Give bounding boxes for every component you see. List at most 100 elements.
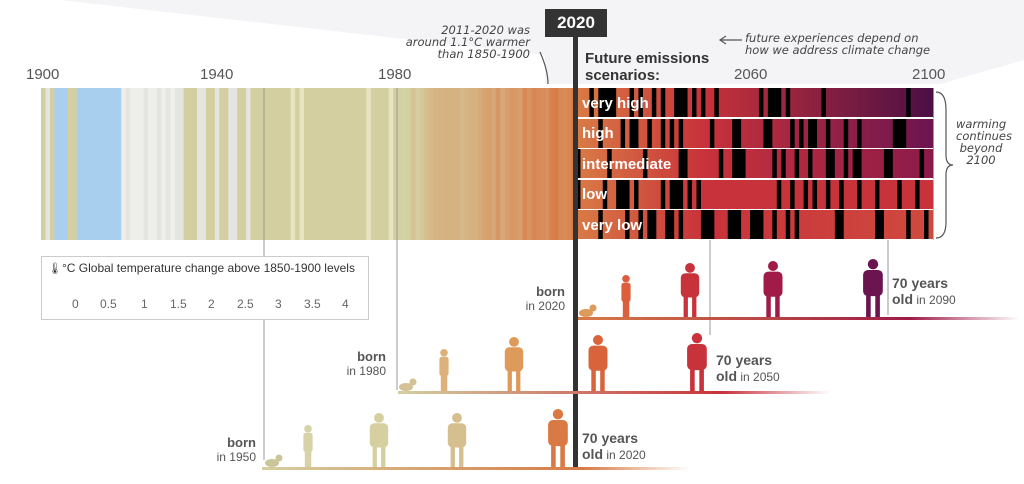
scenario-stripe-intermediate-72 [897, 149, 903, 179]
scenario-stripe-very-low-43 [767, 210, 773, 240]
scenario-stripe-high-37 [741, 119, 747, 149]
adult-1980-leg-right [516, 366, 521, 391]
stripe-1913 [98, 88, 105, 240]
scenario-stripe-very-low-11 [625, 210, 631, 240]
scenario-stripe-low-59 [839, 180, 845, 210]
adult-1980-leg-left [507, 366, 512, 391]
scenario-stripe-very-low-1 [580, 210, 586, 240]
scenario-stripe-very-high-79 [928, 88, 934, 118]
elder-1980-leg-left [690, 364, 695, 391]
scenario-stripe-low-17 [651, 180, 657, 210]
scenario-stripe-high-32 [718, 119, 724, 149]
scenario-stripe-very-high-37 [741, 88, 747, 118]
born-2020-label: born in 2020 [521, 285, 565, 314]
scenario-stripe-low-60 [843, 180, 849, 210]
scenario-stripe-very-low-9 [616, 210, 622, 240]
scenario-stripe-intermediate-23 [678, 149, 684, 179]
scenario-stripe-low-56 [825, 180, 831, 210]
scenario-stripe-high-40 [754, 119, 760, 149]
scenario-stripe-very-low-64 [861, 210, 867, 240]
stripe-1905 [63, 88, 69, 240]
elder-1950-leg-right [560, 440, 565, 467]
stripe-2008 [522, 88, 528, 240]
scenario-stripe-very-high-49 [794, 88, 800, 118]
scenario-stripe-high-50 [799, 119, 805, 149]
elder-2020-leg-right [875, 290, 880, 317]
age-2090-old: old [892, 291, 913, 307]
stripe-1991 [446, 88, 452, 240]
scenario-stripe-very-low-16 [647, 210, 653, 240]
scenario-stripe-intermediate-13 [634, 149, 639, 179]
right-note-line2: continues [956, 129, 1012, 143]
stripe-1985 [419, 88, 426, 240]
scenario-stripe-very-low-66 [870, 210, 876, 240]
scenario-stripe-high-52 [808, 119, 814, 149]
scenario-stripe-high-33 [723, 119, 729, 149]
scenario-stripe-very-low-63 [857, 210, 863, 240]
middle-age-1950-body [447, 423, 467, 448]
scenario-stripe-intermediate-73 [901, 149, 907, 179]
stripe-1914 [103, 88, 109, 240]
scenario-stripe-intermediate-28 [700, 149, 706, 179]
scenario-stripe-high-72 [897, 119, 903, 149]
scenario-stripe-high-39 [750, 119, 755, 149]
elder-2020-head [867, 259, 879, 270]
scenario-stripe-very-high-55 [821, 88, 827, 118]
scenario-stripe-high-34 [727, 119, 733, 149]
stripe-1950 [263, 88, 269, 240]
scenario-stripe-very-low-31 [714, 210, 720, 240]
scenario-stripe-very-low-39 [750, 210, 755, 240]
scenario-stripe-very-high-4 [593, 88, 599, 118]
scenario-stripe-very-high-57 [830, 88, 836, 118]
scenario-stripe-intermediate-61 [848, 149, 854, 179]
scenario-stripe-low-53 [812, 180, 818, 210]
stripe-1953 [277, 88, 283, 240]
axis-year-1980: 1980 [378, 66, 412, 83]
stripe-1923 [143, 88, 149, 240]
stripe-1948 [255, 88, 261, 240]
scenario-stripe-very-low-22 [674, 210, 680, 240]
scenario-stripe-low-45 [776, 180, 782, 210]
scenario-stripe-very-low-13 [634, 210, 639, 240]
scenario-stripe-low-47 [785, 180, 791, 210]
scenario-stripe-high-73 [901, 119, 907, 149]
scenario-stripe-very-high-67 [874, 88, 880, 118]
scenario-stripe-very-low-58 [834, 210, 840, 240]
scenario-stripe-low-42 [763, 180, 769, 210]
scenario-stripe-low-46 [781, 180, 787, 210]
scenario-stripe-low-65 [866, 180, 872, 210]
scenario-stripe-intermediate-3 [589, 149, 595, 179]
legend-title: Global temperature change above 1850-190… [78, 261, 355, 275]
stripe-1945 [241, 88, 247, 240]
scenario-stripe-very-high-20 [665, 88, 671, 118]
scenario-stripe-intermediate-24 [683, 149, 689, 179]
scenario-stripe-low-3 [589, 180, 595, 210]
timeline-1980 [398, 391, 830, 394]
scenario-stripe-high-51 [803, 119, 809, 149]
legend-tick-3-5: 3.5 [304, 297, 321, 311]
scenario-stripe-low-5 [598, 180, 604, 210]
legend-unit: °C [61, 261, 76, 275]
scenario-stripe-high-45 [776, 119, 782, 149]
scenario-stripe-high-2 [584, 119, 590, 149]
scenario-very-low: very low [582, 217, 643, 234]
scenario-stripe-high-13 [634, 119, 639, 149]
scenario-stripe-very-high-13 [634, 88, 639, 118]
stripe-1980 [397, 88, 403, 240]
born-1950-word: born [227, 435, 256, 450]
born-1980-year: in 1980 [346, 364, 386, 378]
stripe-1955 [286, 88, 292, 240]
scenario-stripe-intermediate-44 [772, 149, 778, 179]
scenario-stripe-high-28 [700, 119, 706, 149]
scenario-stripe-low-41 [758, 180, 764, 210]
scenario-stripe-very-low-32 [718, 210, 724, 240]
scenario-stripe-low-79 [928, 180, 934, 210]
scenario-stripe-low-44 [772, 180, 778, 210]
middle-age-2020-leg-left [766, 291, 771, 317]
scenario-stripe-very-low-55 [821, 210, 827, 240]
scenario-stripe-very-high-26 [692, 88, 697, 118]
scenario-stripe-very-high-21 [669, 88, 675, 118]
stripe-1935 [197, 88, 203, 240]
scenario-stripe-very-high-41 [758, 88, 764, 118]
